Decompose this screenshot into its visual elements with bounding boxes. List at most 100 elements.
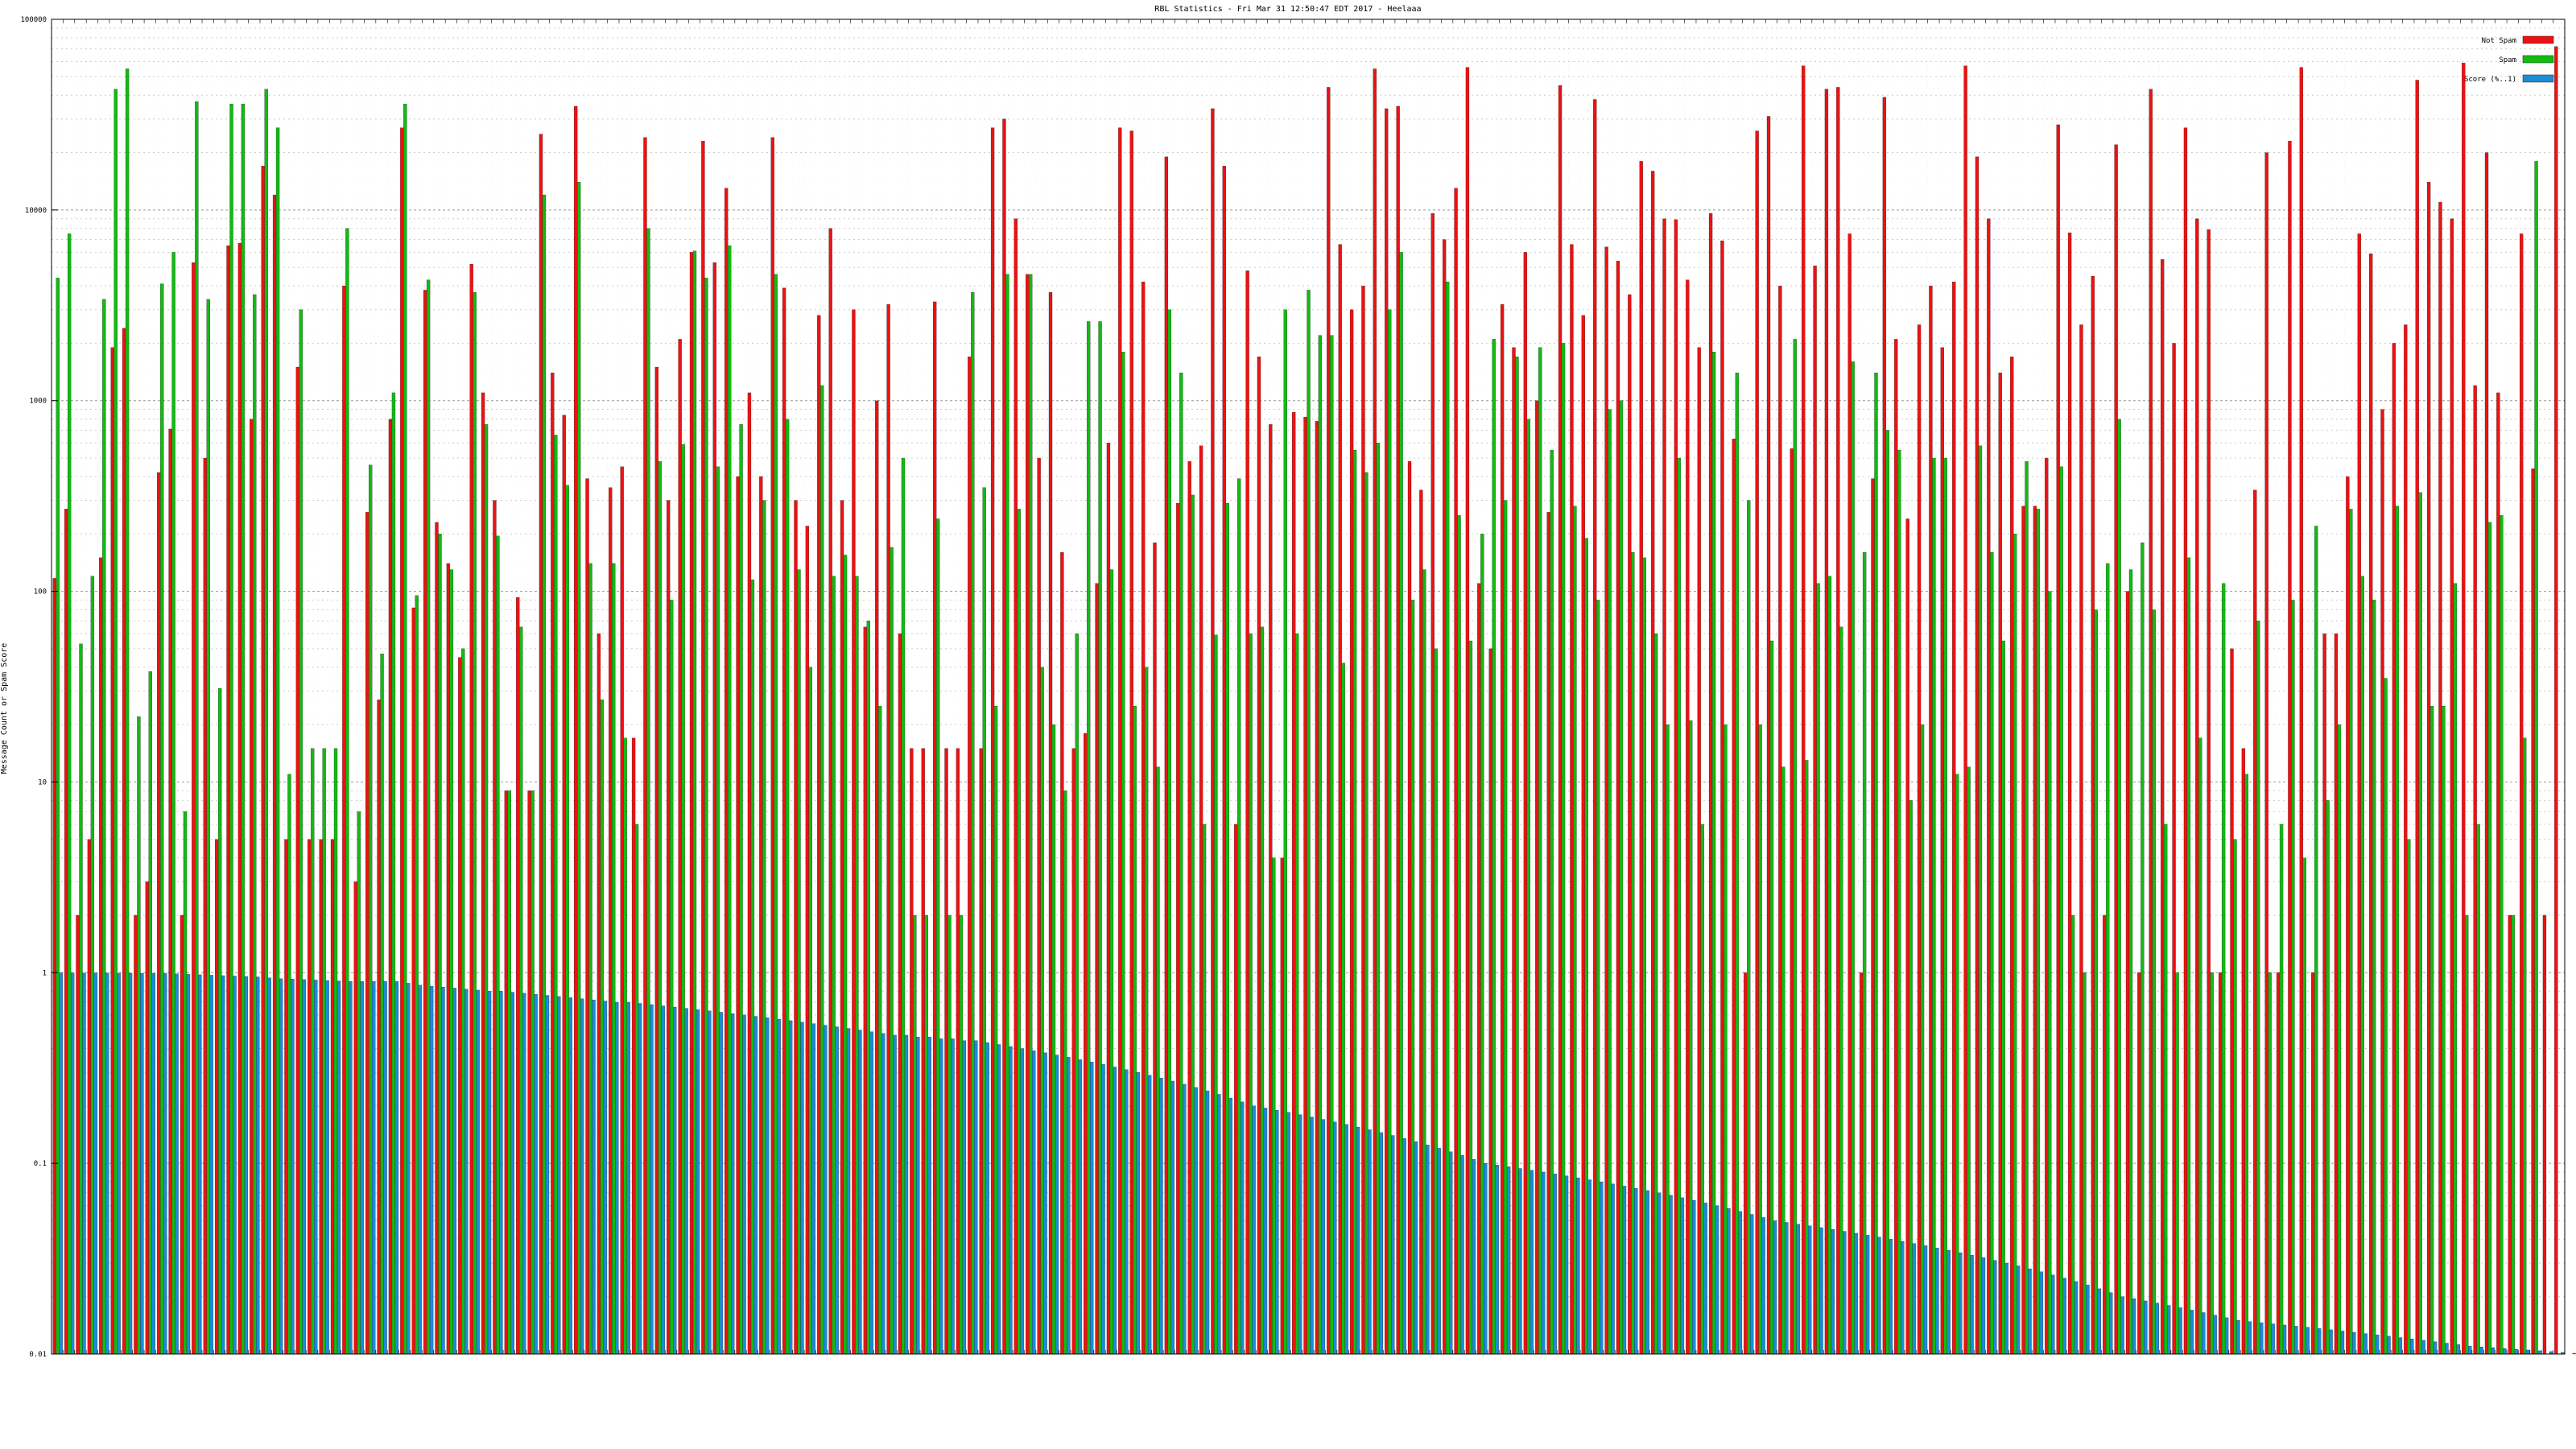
y-tick-label: 0.01 xyxy=(29,1351,47,1359)
bar xyxy=(1307,290,1311,1355)
bar xyxy=(52,578,56,1355)
bar xyxy=(2291,600,2295,1355)
bar xyxy=(1917,324,1922,1355)
bar xyxy=(446,563,451,1355)
bar xyxy=(2224,1317,2229,1355)
bar xyxy=(2025,461,2029,1355)
bar xyxy=(1905,518,1909,1355)
bar xyxy=(1480,534,1484,1355)
bar xyxy=(951,1038,955,1355)
bar xyxy=(1955,774,1959,1355)
bar xyxy=(2178,1307,2182,1355)
bar xyxy=(369,464,373,1355)
bar xyxy=(1642,557,1646,1355)
bar xyxy=(1095,583,1099,1355)
bar xyxy=(2572,1352,2576,1355)
bar xyxy=(102,299,106,1355)
bar xyxy=(1167,309,1172,1355)
bar xyxy=(1628,294,1632,1355)
bar xyxy=(461,648,465,1355)
bar xyxy=(808,667,813,1355)
bar xyxy=(1492,339,1496,1355)
bar xyxy=(325,980,329,1355)
bar xyxy=(1373,68,1377,1355)
bar xyxy=(203,457,207,1355)
bar xyxy=(183,811,188,1355)
bar xyxy=(2491,1347,2496,1355)
bar xyxy=(1249,633,1253,1355)
bar xyxy=(1468,640,1473,1355)
bar xyxy=(1796,1224,1800,1355)
bar xyxy=(423,290,427,1355)
bar xyxy=(365,512,369,1355)
bar xyxy=(1596,600,1600,1355)
bar xyxy=(1488,648,1492,1355)
bar xyxy=(947,914,952,1355)
bar xyxy=(1310,1117,1314,1355)
bar xyxy=(1477,583,1481,1355)
bar xyxy=(782,287,786,1355)
bar xyxy=(1608,409,1612,1355)
bar xyxy=(1183,1084,1187,1355)
bar xyxy=(2473,385,2477,1355)
legend-swatch xyxy=(2522,35,2554,44)
bar xyxy=(2487,522,2492,1355)
bar xyxy=(1570,244,1574,1355)
bar xyxy=(2190,1310,2194,1355)
bar xyxy=(811,1023,816,1355)
bar xyxy=(650,1004,654,1355)
bar xyxy=(2288,141,2292,1355)
bar xyxy=(759,476,763,1355)
bar xyxy=(1327,87,1331,1355)
bar xyxy=(1889,1239,1893,1355)
bar xyxy=(2554,46,2558,1355)
bar xyxy=(291,979,295,1355)
bar xyxy=(654,366,659,1355)
bar xyxy=(990,127,995,1355)
bar xyxy=(253,294,257,1355)
bar xyxy=(893,1034,897,1355)
bar xyxy=(449,569,454,1355)
bar xyxy=(1364,472,1368,1355)
bar xyxy=(2468,1346,2472,1355)
bar xyxy=(1677,457,1682,1355)
bar xyxy=(1689,720,1693,1355)
bar xyxy=(866,621,870,1355)
bar xyxy=(1836,87,1840,1355)
bar xyxy=(562,415,566,1355)
bar xyxy=(643,137,647,1355)
bar xyxy=(982,487,986,1355)
bar xyxy=(527,791,531,1355)
bar xyxy=(206,299,210,1355)
bar xyxy=(76,914,80,1355)
bar xyxy=(510,992,514,1355)
bar xyxy=(1523,252,1528,1355)
bar xyxy=(377,700,381,1355)
bar xyxy=(1720,240,1724,1355)
bar xyxy=(962,1040,967,1355)
legend-label: Spam xyxy=(2499,56,2516,64)
bar xyxy=(2523,737,2527,1355)
bar xyxy=(160,283,164,1355)
bar xyxy=(1584,538,1588,1355)
bar xyxy=(1871,478,1875,1355)
bar xyxy=(2198,737,2202,1355)
bar xyxy=(968,356,972,1355)
bar xyxy=(1205,1090,1210,1355)
bar xyxy=(469,263,473,1355)
legend-swatch xyxy=(2522,55,2554,64)
bar xyxy=(186,974,191,1355)
bar xyxy=(817,315,821,1355)
bar xyxy=(1153,542,1157,1355)
bar xyxy=(2334,633,2339,1355)
bars xyxy=(52,46,2576,1355)
bar xyxy=(1211,108,1215,1355)
bar xyxy=(481,392,485,1355)
bar xyxy=(284,839,288,1355)
bar xyxy=(2125,591,2130,1355)
plot-frame xyxy=(51,19,2566,1355)
bar xyxy=(2311,972,2315,1355)
bar xyxy=(658,461,662,1355)
bar xyxy=(429,985,434,1355)
bar xyxy=(2114,144,2118,1355)
